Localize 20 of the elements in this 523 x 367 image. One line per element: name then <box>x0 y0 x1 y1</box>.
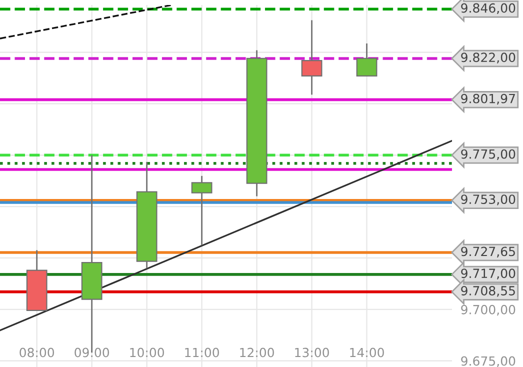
y-tick-label: 9.675,00 <box>461 356 516 367</box>
x-tick-label: 14:00 <box>350 348 384 358</box>
ref-line-label: 9.753,00 <box>461 194 516 206</box>
x-tick-label: 10:00 <box>130 348 164 358</box>
ref-line-label: 9.775,00 <box>461 149 516 160</box>
x-tick-label: 13:00 <box>295 348 329 358</box>
ref-line-label: 9.727,65 <box>461 246 515 258</box>
x-tick-label: 11:00 <box>185 348 219 358</box>
candlestick <box>356 42 378 77</box>
ref-line-label: 9.717,00 <box>461 268 516 280</box>
x-tick-label: 09:00 <box>74 348 110 358</box>
ref-line-label: 9.846,00 <box>461 3 516 14</box>
ref-line-label: 9.801,97 <box>461 94 515 105</box>
x-tick-label: 08:00 <box>20 348 54 358</box>
candlestick <box>301 20 322 96</box>
ref-line-label: 9.708,55 <box>461 286 515 297</box>
ref-line-label: 9.822,00 <box>461 52 516 64</box>
candlestick <box>191 175 212 246</box>
x-tick-label: 12:00 <box>240 348 274 358</box>
y-tick-label: 9.700,00 <box>461 304 516 316</box>
